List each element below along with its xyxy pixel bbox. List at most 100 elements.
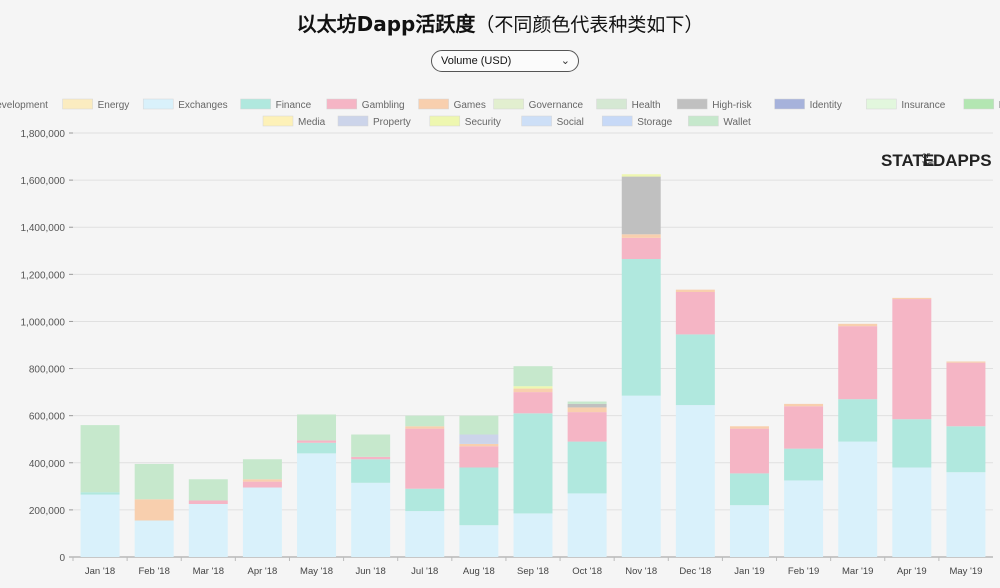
bar-segment[interactable]	[242, 459, 282, 480]
bar-segment[interactable]	[784, 480, 824, 557]
bar-segment[interactable]	[621, 174, 661, 177]
legend-item[interactable]: Media	[262, 115, 326, 128]
bar-segment[interactable]	[838, 326, 878, 400]
bar-segment[interactable]	[513, 366, 553, 387]
bar-segment[interactable]	[675, 405, 715, 557]
bar-segment[interactable]	[459, 415, 499, 435]
bar-segment[interactable]	[405, 511, 445, 557]
bar-segment[interactable]	[892, 467, 932, 557]
bar-segment[interactable]	[242, 479, 282, 482]
bar-segment[interactable]	[134, 499, 174, 521]
bar-segment[interactable]	[405, 488, 445, 512]
bar-segment[interactable]	[784, 406, 824, 449]
legend-item[interactable]: Insurance	[866, 98, 946, 111]
bar-segment[interactable]	[405, 426, 445, 429]
bar-segment[interactable]	[729, 428, 769, 474]
legend-item[interactable]: Gambling	[326, 98, 405, 111]
bar-segment[interactable]	[838, 441, 878, 557]
legend-item[interactable]: Marketplaces	[963, 98, 1000, 111]
bar-segment[interactable]	[567, 412, 607, 442]
bar-segment[interactable]	[405, 415, 445, 427]
bar-segment[interactable]	[946, 361, 986, 363]
bar-segment[interactable]	[784, 448, 824, 481]
legend-item[interactable]: Security	[429, 115, 501, 128]
bar-segment[interactable]	[188, 504, 228, 557]
bar-segment[interactable]	[729, 505, 769, 557]
bar-segment[interactable]	[946, 362, 986, 427]
bar-segment[interactable]	[242, 481, 282, 488]
bar-segment[interactable]	[892, 299, 932, 420]
bar-segment[interactable]	[297, 453, 337, 557]
bar-segment[interactable]	[134, 463, 174, 500]
bar-segment[interactable]	[459, 446, 499, 468]
bar-segment[interactable]	[80, 425, 120, 493]
legend-item[interactable]: High-risk	[676, 98, 753, 111]
legend-item[interactable]: Wallet	[688, 115, 751, 128]
bar-segment[interactable]	[621, 237, 661, 260]
bar-segment[interactable]	[459, 434, 499, 444]
legend-item[interactable]: Energy	[62, 98, 130, 111]
bar-segment[interactable]	[567, 401, 607, 404]
y-tick-label: 800,000	[29, 365, 66, 376]
legend-item[interactable]: Storage	[601, 115, 673, 128]
bar-segment[interactable]	[513, 513, 553, 557]
bar-segment[interactable]	[729, 426, 769, 429]
bar-segment[interactable]	[297, 442, 337, 454]
bar-segment[interactable]	[80, 492, 120, 495]
bar-segment[interactable]	[134, 520, 174, 557]
bar-segment[interactable]	[351, 434, 391, 457]
bar-segment[interactable]	[513, 392, 553, 414]
bar-segment[interactable]	[567, 407, 607, 413]
bar-segment[interactable]	[621, 176, 661, 235]
bar-segment[interactable]	[351, 482, 391, 557]
bar-segment[interactable]	[513, 388, 553, 393]
bar-segment[interactable]	[513, 386, 553, 389]
legend-item[interactable]: Property	[337, 115, 411, 128]
bar-segment[interactable]	[892, 297, 932, 300]
y-tick-label: 600,000	[29, 412, 66, 423]
bar-segment[interactable]	[892, 419, 932, 468]
bar-segment[interactable]	[405, 428, 445, 489]
legend-item[interactable]: Development	[0, 99, 48, 111]
bar-segment[interactable]	[675, 292, 715, 335]
bar-segment[interactable]	[297, 414, 337, 441]
x-tick-label: Mar '19	[842, 566, 873, 577]
y-tick-label: 400,000	[29, 459, 66, 470]
bar-segment[interactable]	[675, 289, 715, 292]
bar-segment[interactable]	[621, 395, 661, 557]
bar-segment[interactable]	[567, 403, 607, 408]
bar-segment[interactable]	[297, 440, 337, 443]
bar-segment[interactable]	[567, 493, 607, 557]
bar-segment[interactable]	[242, 487, 282, 557]
legend-item[interactable]: Games	[418, 98, 486, 111]
bar-segment[interactable]	[621, 234, 661, 238]
legend-item[interactable]: Social	[521, 115, 584, 128]
bar-segment[interactable]	[729, 473, 769, 506]
bar-segment[interactable]	[675, 334, 715, 406]
bar-segment[interactable]	[188, 479, 228, 501]
bar-segment[interactable]	[188, 500, 228, 504]
legend-label: Social	[557, 117, 584, 128]
bar-segment[interactable]	[784, 403, 824, 407]
legend-label: Property	[373, 117, 411, 128]
bar-segment[interactable]	[459, 525, 499, 557]
bar-segment[interactable]	[946, 426, 986, 473]
bar-segment[interactable]	[80, 494, 120, 557]
metric-select[interactable]: Volume (USD) ⌄	[431, 50, 579, 72]
bar-segment[interactable]	[946, 472, 986, 557]
bar-segment[interactable]	[459, 467, 499, 526]
bar-segment[interactable]	[459, 443, 499, 447]
bar-segment[interactable]	[838, 323, 878, 327]
legend-item[interactable]: Health	[596, 98, 661, 111]
legend-item[interactable]: Identity	[774, 98, 842, 111]
bar-segment[interactable]	[351, 456, 391, 460]
bar-segment[interactable]	[351, 459, 391, 483]
bar-segment[interactable]	[513, 413, 553, 514]
bar-segment[interactable]	[621, 259, 661, 396]
legend-item[interactable]: Governance	[493, 98, 584, 111]
legend-item[interactable]: Finance	[240, 98, 312, 111]
bar-segment[interactable]	[567, 441, 607, 494]
bar-segment[interactable]	[838, 399, 878, 442]
legend-item[interactable]: Exchanges	[142, 98, 228, 111]
